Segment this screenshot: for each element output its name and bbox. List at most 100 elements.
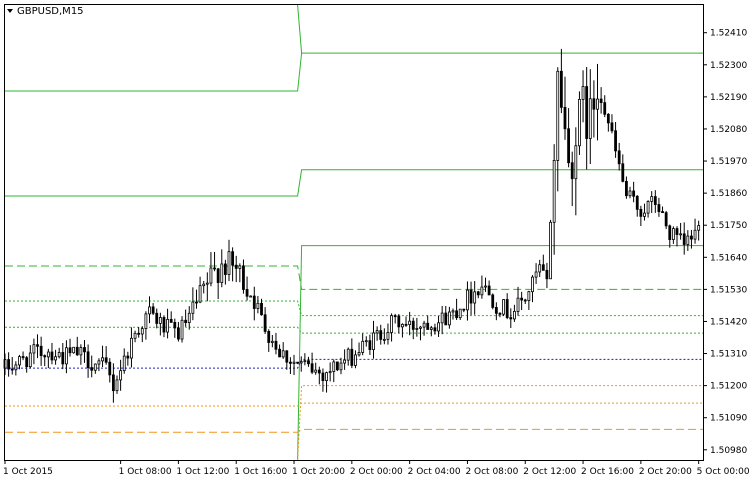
candle [372,320,375,359]
candle-body [484,285,487,288]
candle-body [596,98,599,110]
candle-body [28,352,32,368]
candle [126,351,130,366]
candle [628,186,632,199]
candle [632,181,636,203]
candle-body [671,228,675,240]
candle-body [538,264,542,273]
candle [335,361,339,372]
level-line-support-1 [5,428,703,433]
candle [527,290,531,310]
candle [476,290,480,299]
candle [574,127,578,216]
candle [458,308,462,321]
candle [426,315,430,330]
candle [440,305,444,335]
candle [148,296,151,324]
candle-body [437,322,440,332]
candle-body [198,285,202,303]
candle [25,356,29,373]
candle-body [603,102,607,115]
candle-body [581,86,585,100]
candle-body [231,251,235,266]
candle-body [675,228,679,235]
candle [169,311,173,323]
candle-body [325,372,328,382]
candle [354,350,357,369]
candle-body [270,340,274,343]
candle [90,355,94,378]
candle [310,352,314,375]
candle-body [32,344,36,354]
candle [437,315,440,337]
candle-body [574,145,578,180]
candle-body [614,130,617,152]
y-tick-label: 1.51970 [710,157,747,167]
x-tick-label: 2 Oct 20:00 [639,467,692,477]
candle [382,328,386,345]
candle [104,346,108,365]
candle [216,267,220,300]
candle-body [375,330,379,334]
candle-body [404,323,408,326]
candle-body [292,361,296,364]
y-tick-label: 1.52410 [710,29,747,39]
candle-body [559,70,563,108]
candle [307,356,310,367]
candle [541,254,545,271]
candle [599,87,603,114]
candle-body [184,319,188,324]
candle [180,316,184,343]
candle-body [599,98,603,104]
candle [234,255,238,283]
candle-body [321,372,325,382]
candle [592,80,596,138]
symbol-title: GBPUSD,M15 [17,6,84,17]
candle [411,317,415,340]
candle-body [21,356,25,359]
candle [538,259,542,277]
candlesticks [3,48,701,403]
candle [494,302,498,321]
candle-body [606,113,610,124]
plot-frame [4,4,704,461]
candle-body [545,269,549,280]
candle-body [213,267,216,270]
candle [498,312,502,318]
candle [166,308,169,339]
candle [54,349,57,365]
candle [614,122,617,158]
candle-body [592,98,596,110]
chart-title[interactable]: GBPUSD,M15 [7,6,84,17]
candle [111,363,115,403]
triangle-down-icon[interactable] [7,9,13,13]
candle-body [249,295,253,298]
candle-body [126,355,130,359]
candle-body [386,332,390,340]
candle [567,108,571,168]
candle-body [339,362,343,371]
candle [664,210,668,230]
candle-body [173,321,177,329]
candle-body [151,306,155,314]
candle-body [664,212,668,227]
candle [643,203,646,221]
candle-body [621,163,625,182]
candle-body [513,311,516,320]
candle-body [408,320,412,325]
candle [368,334,372,355]
level-line-upper-minor-1 [5,300,703,317]
candle-body [162,317,166,333]
candle [115,375,119,394]
candle-body [534,271,538,278]
y-tick-label: 1.52190 [710,93,747,103]
candle-body [209,267,213,284]
candle-body [419,326,422,329]
candle [14,361,18,376]
candle [653,190,657,213]
candle [108,358,112,383]
candle [621,154,625,183]
candle-body [686,235,690,245]
candle-body [335,361,339,371]
